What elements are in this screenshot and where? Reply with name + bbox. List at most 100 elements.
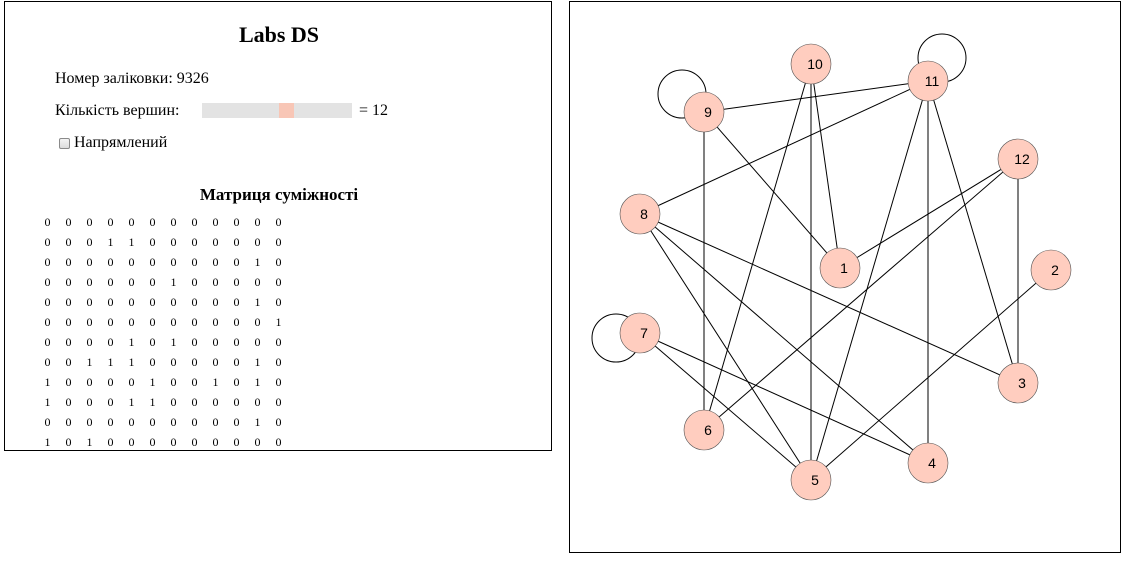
node-circle[interactable] <box>683 91 725 133</box>
matrix-cell: 0 <box>191 375 198 389</box>
graph-node-7[interactable]: 7 <box>619 312 661 354</box>
node-circle[interactable] <box>907 60 949 102</box>
matrix-cell: 0 <box>128 435 135 449</box>
matrix-cell: 1 <box>128 235 135 249</box>
vertex-count-value: = 12 <box>359 102 388 120</box>
matrix-cell: 0 <box>233 435 240 449</box>
matrix-cell: 0 <box>128 315 135 329</box>
matrix-cell: 0 <box>233 375 240 389</box>
matrix-cell: 0 <box>233 295 240 309</box>
matrix-cell: 0 <box>170 295 177 309</box>
node-circle[interactable] <box>907 442 949 484</box>
matrix-cell: 0 <box>107 275 114 289</box>
matrix-cell: 0 <box>44 295 51 309</box>
matrix-cell: 0 <box>65 295 72 309</box>
edge-6-10 <box>703 63 812 431</box>
edge-1-12 <box>839 158 1019 269</box>
matrix-cell: 0 <box>149 215 156 229</box>
matrix-cell: 0 <box>170 235 177 249</box>
node-circle[interactable] <box>997 138 1039 180</box>
node-label: 5 <box>811 472 819 488</box>
matrix-cell: 1 <box>128 355 135 369</box>
matrix-title: Матриця суміжності <box>199 185 359 204</box>
vertex-count-slider[interactable] <box>202 103 352 118</box>
matrix-cell: 0 <box>86 415 93 429</box>
page-title: Labs DS <box>238 22 320 47</box>
matrix-cell: 0 <box>149 295 156 309</box>
matrix-cell: 0 <box>212 435 219 449</box>
graph-node-2[interactable]: 2 <box>1030 249 1072 291</box>
edge-4-8 <box>639 213 929 464</box>
matrix-cell: 0 <box>233 415 240 429</box>
matrix-cell: 0 <box>65 335 72 349</box>
node-circle[interactable] <box>790 459 832 501</box>
edge-6-12 <box>703 158 1019 431</box>
graph-node-11[interactable]: 11 <box>907 60 949 102</box>
graph-node-10[interactable]: 10 <box>790 43 832 85</box>
matrix-cell: 0 <box>212 235 219 249</box>
graph-node-3[interactable]: 3 <box>997 362 1039 404</box>
matrix-cell: 1 <box>107 235 114 249</box>
record-book-value: 9326 <box>176 70 209 87</box>
matrix-cell: 0 <box>212 215 219 229</box>
matrix-cell: 0 <box>212 335 219 349</box>
matrix-cell: 0 <box>86 375 93 389</box>
node-circle[interactable] <box>619 193 661 235</box>
edge-9-11 <box>703 80 929 113</box>
node-circle[interactable] <box>619 312 661 354</box>
graph-node-6[interactable]: 6 <box>683 409 725 451</box>
node-circle[interactable] <box>1030 249 1072 291</box>
matrix-cell: 0 <box>128 255 135 269</box>
matrix-cell: 0 <box>275 395 282 409</box>
matrix-cell: 1 <box>44 375 51 389</box>
matrix-cell: 0 <box>149 255 156 269</box>
graph-node-4[interactable]: 4 <box>907 442 949 484</box>
matrix-cell: 0 <box>107 375 114 389</box>
matrix-cell: 0 <box>191 255 198 269</box>
matrix-cell: 0 <box>170 435 177 449</box>
matrix-cell: 0 <box>107 295 114 309</box>
graph-node-1[interactable]: 1 <box>819 247 861 289</box>
matrix-cell: 0 <box>233 335 240 349</box>
matrix-cell: 0 <box>44 335 51 349</box>
graph-node-5[interactable]: 5 <box>790 459 832 501</box>
matrix-cell: 1 <box>275 315 282 329</box>
matrix-cell: 0 <box>128 375 135 389</box>
matrix-cell: 0 <box>191 335 198 349</box>
matrix-cell: 0 <box>65 235 72 249</box>
vertex-count-slider-thumb[interactable] <box>279 103 294 118</box>
matrix-cell: 0 <box>275 255 282 269</box>
matrix-cell: 0 <box>233 275 240 289</box>
edge-3-8 <box>639 213 1019 384</box>
matrix-cell: 1 <box>128 335 135 349</box>
edge-5-11 <box>810 80 929 481</box>
matrix-cell: 1 <box>170 275 177 289</box>
matrix-cell: 0 <box>170 315 177 329</box>
matrix-cell: 0 <box>44 215 51 229</box>
matrix-cell: 0 <box>107 435 114 449</box>
matrix-cell: 0 <box>170 415 177 429</box>
matrix-cell: 0 <box>212 355 219 369</box>
directed-checkbox[interactable] <box>59 137 70 149</box>
node-circle[interactable] <box>997 362 1039 404</box>
matrix-cell: 0 <box>254 275 261 289</box>
matrix-cell: 1 <box>44 395 51 409</box>
edge-5-7 <box>639 332 812 481</box>
node-circle[interactable] <box>819 247 861 289</box>
matrix-cell: 1 <box>212 375 219 389</box>
directed-toggle[interactable]: Напрямлений <box>59 134 167 152</box>
graph-node-9[interactable]: 9 <box>683 91 725 133</box>
matrix-cell: 0 <box>233 215 240 229</box>
matrix-cell: 0 <box>275 335 282 349</box>
node-circle[interactable] <box>790 43 832 85</box>
graph-node-8[interactable]: 8 <box>619 193 661 235</box>
node-circle[interactable] <box>683 409 725 451</box>
matrix-cell: 0 <box>107 315 114 329</box>
graph-node-12[interactable]: 12 <box>997 138 1039 180</box>
matrix-cell: 0 <box>86 395 93 409</box>
matrix-cell: 1 <box>254 355 261 369</box>
matrix-cell: 0 <box>170 355 177 369</box>
